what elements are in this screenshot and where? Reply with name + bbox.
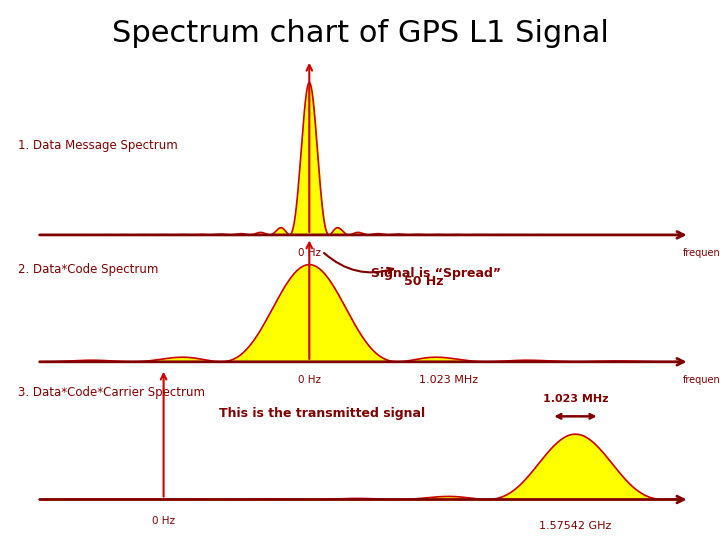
Text: Spectrum chart of GPS L1 Signal: Spectrum chart of GPS L1 Signal [112, 19, 608, 48]
Text: 50 Hz: 50 Hz [404, 275, 443, 288]
Text: frequency: frequency [683, 375, 720, 385]
Text: 0 Hz: 0 Hz [298, 248, 321, 258]
Text: 3. Data*Code*Carrier Spectrum: 3. Data*Code*Carrier Spectrum [18, 386, 205, 399]
Text: frequency: frequency [683, 248, 720, 258]
Text: 0 Hz: 0 Hz [152, 516, 175, 526]
Text: 1.023 MHz: 1.023 MHz [419, 375, 478, 385]
Text: Signal is “Spread”: Signal is “Spread” [371, 267, 501, 280]
Text: 1.023 MHz: 1.023 MHz [543, 394, 608, 404]
Text: This is the transmitted signal: This is the transmitted signal [219, 408, 425, 421]
Text: 1. Data Message Spectrum: 1. Data Message Spectrum [18, 139, 178, 152]
Text: 1.57542 GHz: 1.57542 GHz [539, 521, 611, 531]
Text: 2. Data*Code Spectrum: 2. Data*Code Spectrum [18, 264, 158, 276]
Text: 0 Hz: 0 Hz [298, 375, 321, 385]
